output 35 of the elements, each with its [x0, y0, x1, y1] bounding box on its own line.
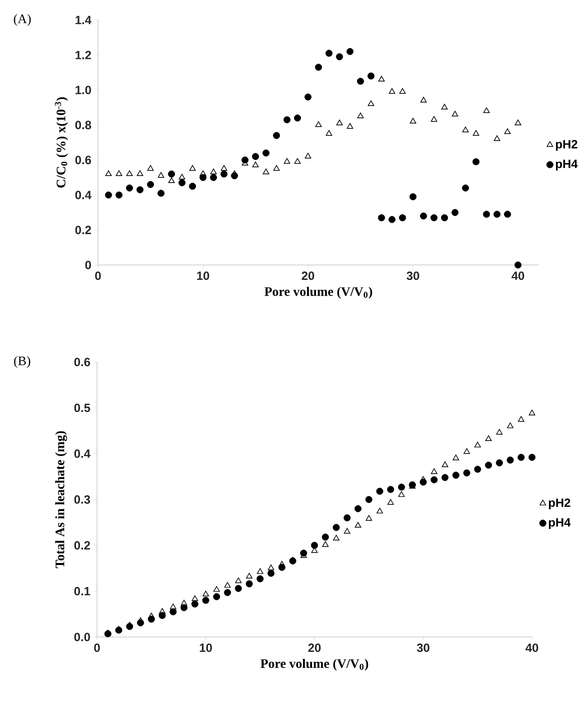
y-axis-title: Total As in leachate (mg) — [55, 431, 68, 568]
x-tick-label: 20 — [308, 644, 321, 652]
x-tick-label: 40 — [512, 272, 524, 280]
y-tick-label: 0.3 — [74, 495, 90, 504]
legend-label: pH2 — [549, 498, 570, 510]
y-tick-label: 0.6 — [75, 156, 92, 164]
y-axis-title: C/C$_{0}$ (%) x(10$^{-3}$) — [55, 97, 68, 188]
y-tick-label: 0.5 — [74, 404, 90, 412]
x-tick-label: 40 — [526, 644, 538, 652]
y-tick-label: 1.0 — [76, 86, 92, 94]
y-tick-label: 1.4 — [76, 16, 92, 24]
legend-label: pH2 — [556, 140, 578, 151]
x-tick-label: 10 — [197, 272, 210, 280]
y-tick-label: 0.8 — [75, 120, 92, 130]
y-tick-label: 0.4 — [75, 190, 92, 200]
x-tick-label: 0 — [94, 644, 100, 652]
y-tick-label: 0.4 — [74, 449, 91, 458]
x-tick-label: 10 — [200, 644, 212, 652]
legend-label: pH4 — [549, 518, 571, 530]
x-tick-label: 20 — [302, 272, 314, 280]
legend-label: pH4 — [556, 160, 578, 170]
y-tick-label: 0.1 — [74, 586, 90, 596]
x-axis-title: Pore volume (V/V$_{0}$) — [260, 658, 368, 671]
y-tick-label: 0.0 — [74, 632, 90, 642]
x-tick-label: 30 — [406, 272, 420, 280]
x-tick-label: 30 — [417, 644, 430, 652]
y-tick-label: 0.2 — [75, 226, 92, 234]
y-tick-label: 1.2 — [76, 50, 92, 60]
x-tick-label: 0 — [95, 272, 101, 280]
y-tick-label: 0 — [85, 260, 92, 270]
y-tick-label: 0.2 — [74, 541, 90, 550]
y-tick-label: 0.6 — [74, 358, 90, 366]
x-axis-title: Pore volume (V/V$_{0}$) — [264, 286, 372, 299]
text: (B) — [14, 356, 30, 368]
text: (A) — [14, 14, 31, 26]
